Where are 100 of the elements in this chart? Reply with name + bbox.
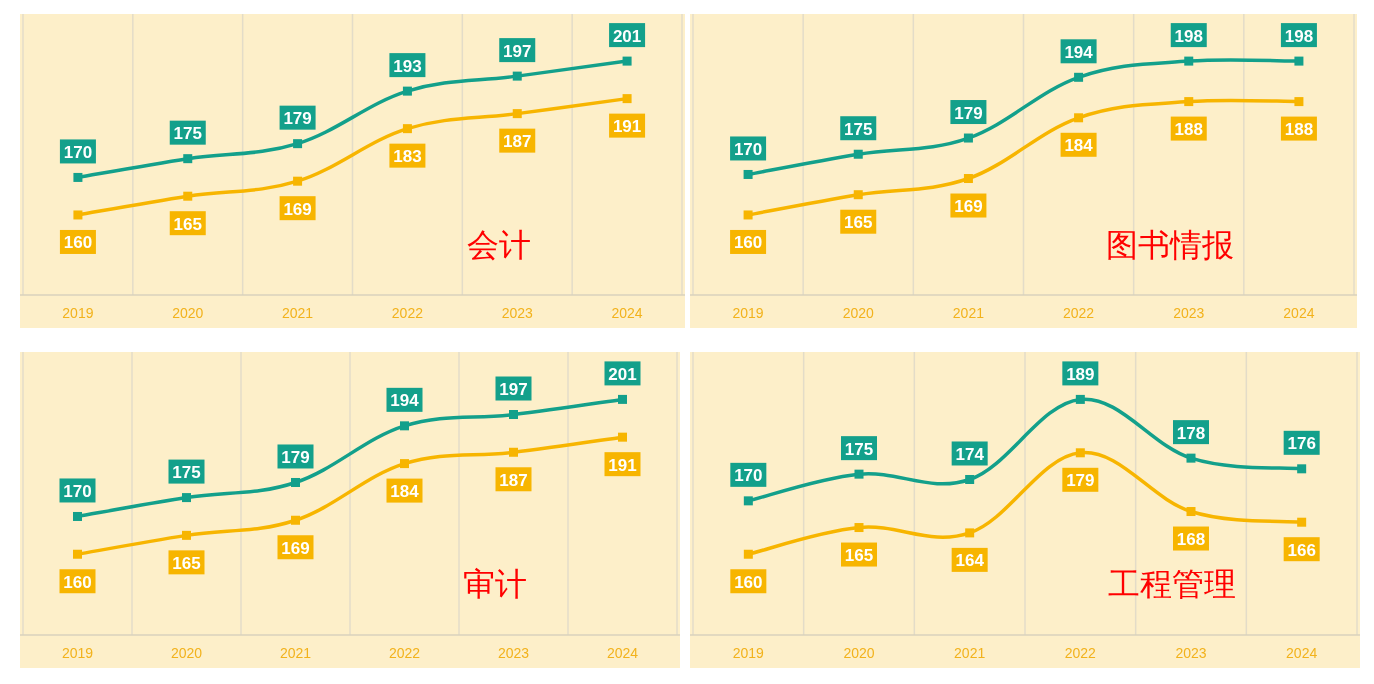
data-label: 169 [281,538,310,558]
x-tick-label: 2023 [497,645,530,661]
point [1297,464,1307,474]
data-label: 174 [955,444,985,464]
point [509,447,518,457]
data-label: 165 [173,214,202,234]
x-tick-label: 2021 [952,305,985,321]
point [1074,72,1084,82]
point [73,549,82,559]
data-label: 160 [734,572,763,592]
point [291,515,300,525]
x-tick-label: 2024 [1286,645,1318,661]
data-label: 198 [1174,26,1203,46]
data-label: 189 [1066,364,1095,384]
data-label: 176 [1287,434,1316,454]
x-tick-label: 2019 [732,645,765,661]
data-label: 201 [612,26,642,46]
x-tick-label: 2021 [279,645,312,661]
x-tick-label: 2021 [954,645,986,661]
x-tick-label: 2024 [1283,305,1315,321]
point [293,139,303,149]
data-label: 187 [503,132,532,152]
point [743,169,753,179]
data-label: 178 [1176,423,1206,443]
data-label: 179 [954,103,983,123]
x-tick-label: 2020 [842,305,875,321]
data-label: 198 [1284,26,1314,46]
point [1297,517,1307,527]
point [183,154,193,164]
x-tick-label: 2019 [732,305,764,321]
x-tick-label: 2020 [843,645,875,661]
data-label: 160 [733,233,763,253]
text: 会计 [466,226,531,263]
data-label: 175 [844,439,874,459]
point [618,394,627,404]
data-label: 187 [499,470,528,490]
point [622,56,632,66]
x-tick-label: 2022 [391,305,424,321]
data-label: 184 [1064,136,1094,156]
data-label: 175 [172,463,201,483]
point [183,191,193,201]
data-label: 169 [954,197,983,217]
data-label: 175 [173,124,202,144]
data-label: 160 [63,572,92,592]
x-tick-label: 2020 [172,305,204,321]
point [1074,113,1084,123]
point [1075,448,1085,458]
point [73,210,83,220]
data-label: 188 [1284,120,1314,140]
data-label: 191 [608,455,637,475]
point [400,421,409,431]
point [743,549,753,559]
x-tick-label: 2023 [1173,305,1205,321]
data-label: 170 [63,142,93,162]
point [854,523,864,533]
point [853,149,863,159]
point [963,133,973,143]
point [73,511,82,521]
data-label: 165 [172,553,201,573]
point [291,477,300,487]
text: 审计 [463,566,528,603]
point [965,474,975,484]
data-label: 168 [1176,530,1206,550]
text: 图书情报 [1106,226,1235,263]
point [509,410,518,420]
point [293,176,303,186]
data-label: 179 [281,447,310,467]
data-label: 170 [63,481,92,501]
point [1294,97,1304,107]
point [402,86,412,96]
data-label: 197 [499,380,528,400]
data-label: 193 [393,56,422,76]
point [400,459,409,469]
point [182,530,191,540]
point [1184,56,1194,66]
x-tick-label: 2022 [388,645,421,661]
point [854,469,864,479]
data-label: 194 [390,391,420,411]
data-label: 184 [390,482,420,502]
point [853,190,863,200]
data-label: 169 [283,199,312,219]
data-label: 170 [733,139,763,159]
x-tick-label: 2024 [606,645,639,661]
text: 工程管理 [1108,566,1237,603]
point [965,528,975,538]
point [1184,97,1194,107]
data-label: 165 [844,213,873,233]
point [402,124,412,134]
data-label: 166 [1287,540,1316,560]
point [1294,56,1304,66]
point [182,493,191,503]
x-tick-label: 2020 [170,645,203,661]
data-label: 183 [393,147,422,167]
point [743,496,753,506]
data-label: 201 [608,364,637,384]
point [512,109,522,119]
x-tick-label: 2024 [611,305,643,321]
data-label: 175 [844,119,873,139]
x-tick-label: 2023 [501,305,534,321]
x-tick-label: 2022 [1063,305,1095,321]
